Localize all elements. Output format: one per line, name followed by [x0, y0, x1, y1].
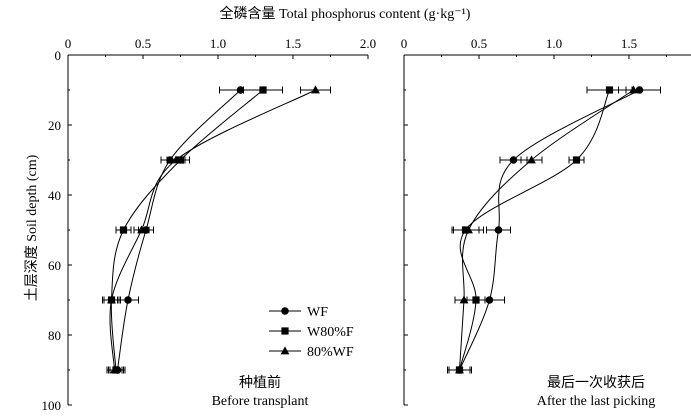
data-point: [110, 365, 119, 374]
data-point: [119, 226, 128, 234]
series-80-wf: [103, 85, 331, 374]
x-tick-label: 1.5: [285, 36, 301, 51]
panel-label-en: After the last picking: [537, 394, 656, 409]
x-tick-label: 1.0: [546, 36, 562, 51]
data-point: [485, 296, 494, 304]
legend-marker: [281, 327, 289, 335]
data-point: [171, 155, 181, 164]
legend: WF W80%F 80%WF: [269, 305, 354, 360]
panel-label-cn: 种植前: [239, 374, 281, 391]
data-point: [494, 226, 503, 234]
data-point: [455, 365, 464, 374]
legend-label: WF: [307, 305, 328, 320]
y-tick-label: 80: [48, 328, 61, 343]
data-point: [464, 225, 473, 234]
x-tick-label: 0: [65, 36, 72, 51]
x-tick-label: 0.5: [471, 36, 487, 51]
data-point: [107, 295, 116, 304]
x-tick-label: 1.5: [621, 36, 637, 51]
data-point: [459, 295, 469, 304]
y-tick-label: 40: [48, 188, 61, 203]
y-tick-label: 0: [55, 48, 62, 63]
y-tick-label: 60: [48, 258, 61, 273]
data-point: [509, 156, 518, 164]
series-line: [109, 89, 316, 371]
data-point: [311, 85, 320, 94]
y-tick-label: 20: [48, 118, 61, 133]
data-point: [572, 156, 581, 164]
data-point: [472, 296, 480, 304]
data-point: [605, 86, 614, 94]
series-w80-f: [102, 86, 283, 374]
data-point: [137, 225, 146, 234]
x-tick-label: 0.5: [135, 36, 151, 51]
series-wf: [109, 86, 262, 374]
y-axis-title: 土层深度 Soil depth (cm): [24, 154, 40, 301]
x-tick-label: 1.0: [210, 36, 226, 51]
chart-panels: 0 0.5 1.0 1.5 2.0 0 20 40 60 80 100 种植前 Before trans…: [42, 36, 691, 413]
data-point: [527, 155, 536, 164]
y-tick-label: 100: [42, 398, 62, 413]
data-point: [124, 296, 132, 304]
panel-2: 00.51.01.52最后一次收获后After the last picking: [401, 36, 691, 409]
legend-marker: [281, 307, 289, 315]
series-line: [459, 89, 634, 371]
panel-label-cn: 最后一次收获后: [547, 375, 645, 391]
series-80-wf: [448, 85, 642, 374]
x-axis-title: 全磷含量 Total phosphorus content (g·kg⁻¹): [220, 5, 471, 22]
legend-marker: [280, 346, 290, 355]
series-line: [459, 89, 640, 371]
data-point: [629, 85, 638, 94]
panel-label-en: Before transplant: [212, 394, 309, 409]
x-tick-label: 0: [401, 36, 408, 51]
x-tick-label: 2.0: [360, 36, 376, 51]
legend-label: W80%F: [307, 325, 354, 340]
data-point: [259, 86, 267, 94]
data-point: [236, 86, 245, 94]
legend-label: 80%WF: [307, 345, 354, 360]
panel-1: 0 0.5 1.0 1.5 2.0 0 20 40 60 80 100 种植前 Before trans…: [42, 36, 377, 413]
